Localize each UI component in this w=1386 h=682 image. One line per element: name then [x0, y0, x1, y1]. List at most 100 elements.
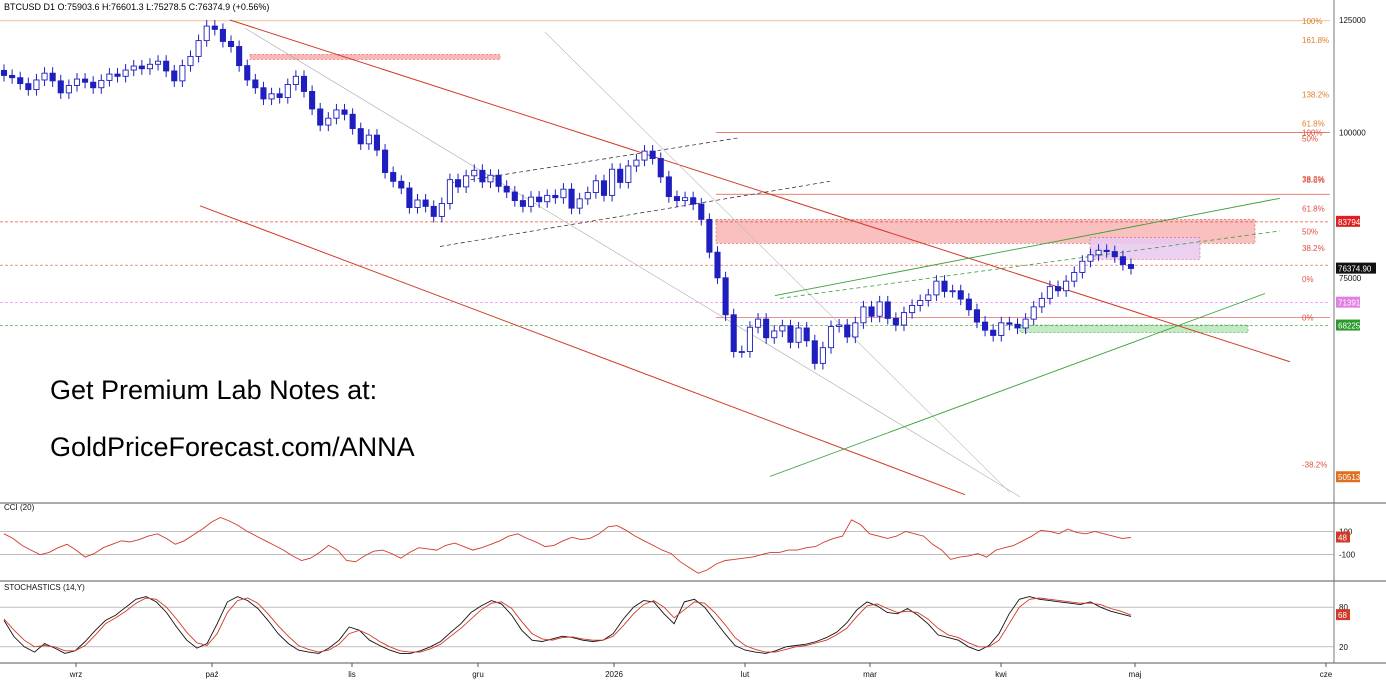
- candle: [827, 326, 835, 349]
- fib-label: -38.2%: [1302, 461, 1327, 470]
- candle: [925, 294, 932, 301]
- candle: [933, 280, 940, 296]
- y-tick-label: 75000: [1339, 274, 1362, 283]
- fib-label: 0%: [1302, 275, 1314, 284]
- candle: [665, 176, 672, 198]
- candle: [130, 65, 137, 71]
- fib-label: 38.2%: [1302, 175, 1325, 184]
- candle: [1038, 297, 1045, 308]
- fib-label: 38.2%: [1302, 244, 1325, 253]
- indicator-series: [3, 597, 1132, 653]
- candle: [422, 199, 429, 207]
- candle: [33, 79, 40, 91]
- candle: [941, 280, 948, 292]
- candle: [763, 318, 770, 339]
- candle: [309, 90, 316, 110]
- candle: [276, 93, 283, 98]
- candle: [738, 351, 745, 354]
- candle: [82, 78, 89, 83]
- trend-line: [439, 180, 831, 247]
- candle: [1127, 264, 1135, 269]
- candle: [1103, 249, 1110, 253]
- candle: [1119, 256, 1126, 265]
- candle: [114, 73, 121, 77]
- candle: [511, 191, 518, 202]
- candle: [568, 188, 575, 209]
- candle: [179, 65, 186, 82]
- price-tag-label: 50513: [1338, 473, 1361, 482]
- candle: [787, 325, 794, 343]
- x-tick-label: mar: [863, 670, 877, 679]
- candle: [714, 251, 721, 279]
- candle: [730, 314, 737, 353]
- candle: [884, 301, 891, 319]
- candle: [430, 205, 437, 217]
- candle: [576, 198, 583, 209]
- indicator-tick-label: -100: [1339, 551, 1356, 560]
- candle: [998, 322, 1005, 336]
- promo-line-1[interactable]: Get Premium Lab Notes at:: [50, 375, 378, 405]
- candle: [552, 194, 559, 199]
- fib-label: 161.8%: [1302, 36, 1329, 45]
- candle: [138, 65, 145, 70]
- trend-line: [774, 197, 1281, 297]
- candle: [609, 168, 616, 196]
- fib-label: 0%: [1302, 314, 1314, 323]
- candle: [1111, 251, 1118, 258]
- candle: [519, 200, 526, 207]
- indicator-value-tag: [1336, 531, 1350, 543]
- candle: [503, 185, 510, 193]
- candle: [349, 113, 356, 130]
- x-tick-label: gru: [472, 670, 484, 679]
- x-tick-label: paź: [206, 670, 219, 679]
- zone-resistance: [715, 219, 1256, 244]
- candle: [779, 325, 786, 332]
- price-tag-label: 68225: [1338, 322, 1361, 331]
- candle: [341, 109, 348, 115]
- candle: [1079, 260, 1086, 273]
- indicator-series: [3, 517, 1132, 574]
- x-tick-label: maj: [1129, 670, 1142, 679]
- indicator-series: [3, 596, 1132, 654]
- candle: [795, 327, 802, 343]
- candle: [471, 169, 478, 177]
- candle: [9, 74, 16, 79]
- candle: [187, 55, 194, 67]
- price-tag-label: 71391: [1338, 299, 1361, 308]
- candle: [252, 79, 259, 89]
- candle: [706, 218, 713, 253]
- candle: [536, 196, 543, 203]
- candle: [649, 150, 656, 159]
- candle: [600, 180, 608, 196]
- candle: [860, 306, 867, 324]
- candle: [49, 72, 56, 82]
- candle: [382, 149, 389, 173]
- fib-label: 78.6%: [1302, 176, 1325, 185]
- fib-label: 138.2%: [1302, 91, 1329, 100]
- candle: [892, 317, 899, 326]
- candle: [1046, 286, 1053, 299]
- candle: [122, 69, 129, 77]
- candle: [811, 340, 818, 364]
- zone-support: [1019, 324, 1249, 333]
- candle: [284, 84, 291, 98]
- candle: [211, 25, 218, 30]
- candle: [990, 329, 997, 336]
- candle: [163, 60, 170, 72]
- candle: [625, 165, 632, 183]
- candle: [1087, 254, 1094, 262]
- candle: [682, 197, 689, 202]
- candle: [325, 117, 332, 126]
- candle: [300, 75, 308, 92]
- candle: [155, 60, 162, 65]
- candle: [803, 327, 810, 342]
- candle: [57, 80, 64, 94]
- candle: [479, 169, 486, 183]
- indicator-value: 68: [1338, 611, 1347, 620]
- candle: [317, 108, 324, 126]
- candle: [592, 180, 599, 194]
- candle: [836, 324, 843, 327]
- promo-line-2[interactable]: GoldPriceForecast.com/ANNA: [50, 432, 415, 462]
- candle: [641, 150, 648, 161]
